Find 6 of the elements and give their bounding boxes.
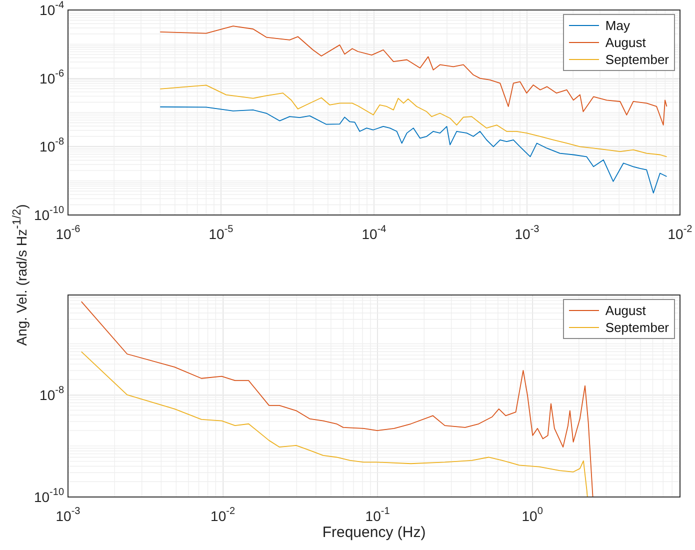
legend-label: August xyxy=(605,303,646,318)
legend-label: September xyxy=(605,52,669,67)
legend-label: August xyxy=(605,35,646,50)
legend-label: May xyxy=(605,18,630,33)
x-axis-title: Frequency (Hz) xyxy=(322,524,426,541)
legend-label: September xyxy=(605,320,669,335)
